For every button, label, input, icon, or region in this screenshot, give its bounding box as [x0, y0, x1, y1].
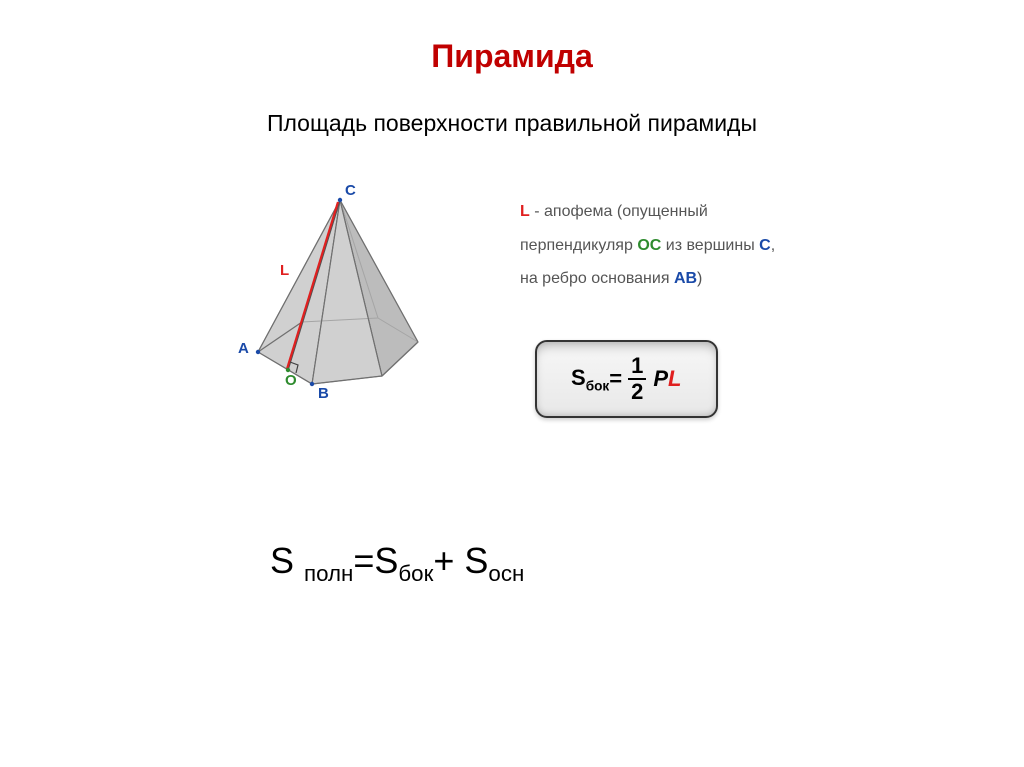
legend-l2-end: ,: [771, 237, 775, 254]
pyramid-diagram: C L A O B: [200, 180, 460, 430]
legend-l2-pre: перпендикуляр: [520, 237, 637, 254]
formula-den: 2: [628, 380, 646, 404]
legend-line-3: на ребро основания АВ): [520, 262, 920, 296]
legend-AB: АВ: [674, 270, 697, 287]
fm-sub1: полн: [304, 561, 353, 586]
fm-plus: + S: [433, 540, 488, 581]
legend-C: С: [759, 237, 771, 254]
formula-S-sub: бок: [586, 378, 610, 393]
legend-l1-rest: - апофема (опущенный: [530, 203, 708, 220]
fm-S1: S: [270, 540, 304, 581]
formula-P: P: [653, 366, 668, 392]
legend-l3-end: ): [697, 270, 702, 287]
legend-line-1: L - апофема (опущенный: [520, 195, 920, 229]
svg-text:O: O: [285, 372, 297, 389]
svg-text:L: L: [280, 262, 289, 279]
svg-text:A: A: [238, 340, 249, 357]
total-area-formula: S полн=Sбок+ Sосн: [270, 540, 524, 587]
legend-l3-pre: на ребро основания: [520, 270, 674, 287]
formula-S-text: S: [571, 365, 586, 390]
svg-text:B: B: [318, 385, 329, 402]
legend-L: L: [520, 203, 530, 220]
page-subtitle: Площадь поверхности правильной пирамиды: [0, 110, 1024, 137]
legend-l2-mid: из вершины: [661, 237, 759, 254]
subtitle-text: Площадь поверхности правильной пирамиды: [267, 110, 757, 136]
lateral-area-formula-box: Sбок = 1 2 P L: [535, 340, 718, 418]
title-text: Пирамида: [431, 38, 592, 74]
formula-L: L: [668, 366, 681, 392]
formula-S: Sбок: [571, 365, 609, 393]
legend-line-2: перпендикуляр ОС из вершины С,: [520, 229, 920, 263]
page-title: Пирамида: [0, 38, 1024, 75]
fm-eq: =S: [353, 540, 398, 581]
legend-OC: ОС: [637, 237, 661, 254]
fm-sub2: бок: [398, 561, 433, 586]
svg-text:C: C: [345, 182, 356, 199]
formula-eq: =: [609, 366, 622, 392]
formula-num: 1: [628, 354, 646, 380]
fm-sub3: осн: [488, 561, 524, 586]
legend-text: L - апофема (опущенный перпендикуляр ОС …: [520, 195, 920, 296]
formula-fraction: 1 2: [628, 354, 646, 404]
